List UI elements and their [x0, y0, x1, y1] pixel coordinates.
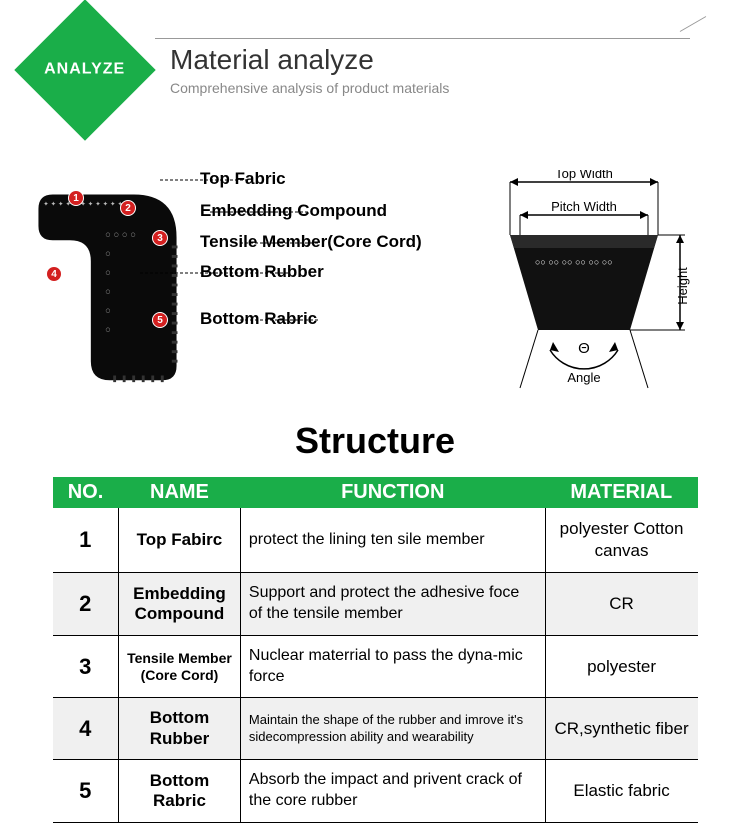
header-section: ANALYZE Material analyze Comprehensive a… [0, 0, 750, 140]
table-col-header: FUNCTION [240, 477, 545, 508]
cell-material: Elastic fabric [545, 760, 697, 823]
cell-material: polyester [545, 635, 697, 698]
table-row: 1Top Fabircprotect the lining ten sile m… [53, 508, 698, 573]
table-row: 3Tensile Member (Core Cord)Nuclear mater… [53, 635, 698, 698]
belt-label-1: Top Fabric [200, 170, 286, 187]
label-pitch-width: Pitch Width [551, 199, 617, 214]
cell-name: Tensile Member (Core Cord) [119, 635, 241, 698]
table-col-header: MATERIAL [545, 477, 697, 508]
label-height: Height [675, 267, 690, 305]
label-top-width: Top Width [555, 170, 613, 181]
label-angle: Angle [567, 370, 600, 385]
analyze-badge: ANALYZE [14, 0, 155, 141]
cell-name: Top Fabirc [119, 508, 241, 573]
table-row: 4Bottom RubberMaintain the shape of the … [53, 698, 698, 760]
header-title: Material analyze [170, 44, 449, 76]
belt-marker-4: 4 [46, 266, 62, 282]
cell-name: Embedding Compound [119, 573, 241, 636]
cell-material: CR,synthetic fiber [545, 698, 697, 760]
structure-table: NO.NAMEFUNCTIONMATERIAL 1Top Fabircprote… [53, 477, 698, 823]
cell-no: 3 [53, 635, 119, 698]
belt-label-4: Bottom Rubber [200, 263, 324, 280]
badge-text: ANALYZE [44, 61, 125, 79]
cell-no: 1 [53, 508, 119, 573]
cell-name: Bottom Rabric [119, 760, 241, 823]
belt-label-2: Embedding Compound [200, 202, 387, 219]
cross-section-diagram: Top Width Pitch Width ○○ ○○ ○○ ○○ ○○ ○○ … [490, 170, 690, 400]
label-angle-symbol: Θ [578, 340, 590, 357]
cell-function: protect the lining ten sile member [240, 508, 545, 573]
diagrams-row: ✦ ✦ ✦ ✦ ✦ ✦ ✦ ✦ ✦ ✦ ✦ ✦ ○ ○ ○ ○ ○ ○ ○ ○ … [0, 140, 750, 410]
table-row: 2Embedding CompoundSupport and protect t… [53, 573, 698, 636]
cell-function: Nuclear materrial to pass the dyna-mic f… [240, 635, 545, 698]
belt-layer-diagram: ✦ ✦ ✦ ✦ ✦ ✦ ✦ ✦ ✦ ✦ ✦ ✦ ○ ○ ○ ○ ○ ○ ○ ○ … [30, 170, 460, 400]
cell-no: 2 [53, 573, 119, 636]
cell-function: Absorb the impact and privent crack of t… [240, 760, 545, 823]
belt-label-3: Tensile Member(Core Cord) [200, 233, 422, 250]
table-header-row: NO.NAMEFUNCTIONMATERIAL [53, 477, 698, 508]
cell-function: Support and protect the adhesive foce of… [240, 573, 545, 636]
cell-no: 5 [53, 760, 119, 823]
cell-material: CR [545, 573, 697, 636]
belt-marker-1: 1 [68, 190, 84, 206]
header-text: Material analyze Comprehensive analysis … [170, 44, 449, 96]
table-col-header: NAME [119, 477, 241, 508]
table-row: 5Bottom RabricAbsorb the impact and priv… [53, 760, 698, 823]
svg-text:○○ ○○ ○○ ○○ ○○ ○○: ○○ ○○ ○○ ○○ ○○ ○○ [535, 257, 613, 267]
cell-no: 4 [53, 698, 119, 760]
header-subtitle: Comprehensive analysis of product materi… [170, 80, 449, 96]
table-col-header: NO. [53, 477, 119, 508]
header-rule [155, 38, 690, 39]
cell-material: polyester Cotton canvas [545, 508, 697, 573]
cell-function: Maintain the shape of the rubber and imr… [240, 698, 545, 760]
structure-title: Structure [0, 420, 750, 462]
cell-name: Bottom Rubber [119, 698, 241, 760]
belt-label-5: Bottom Rabric [200, 310, 317, 327]
